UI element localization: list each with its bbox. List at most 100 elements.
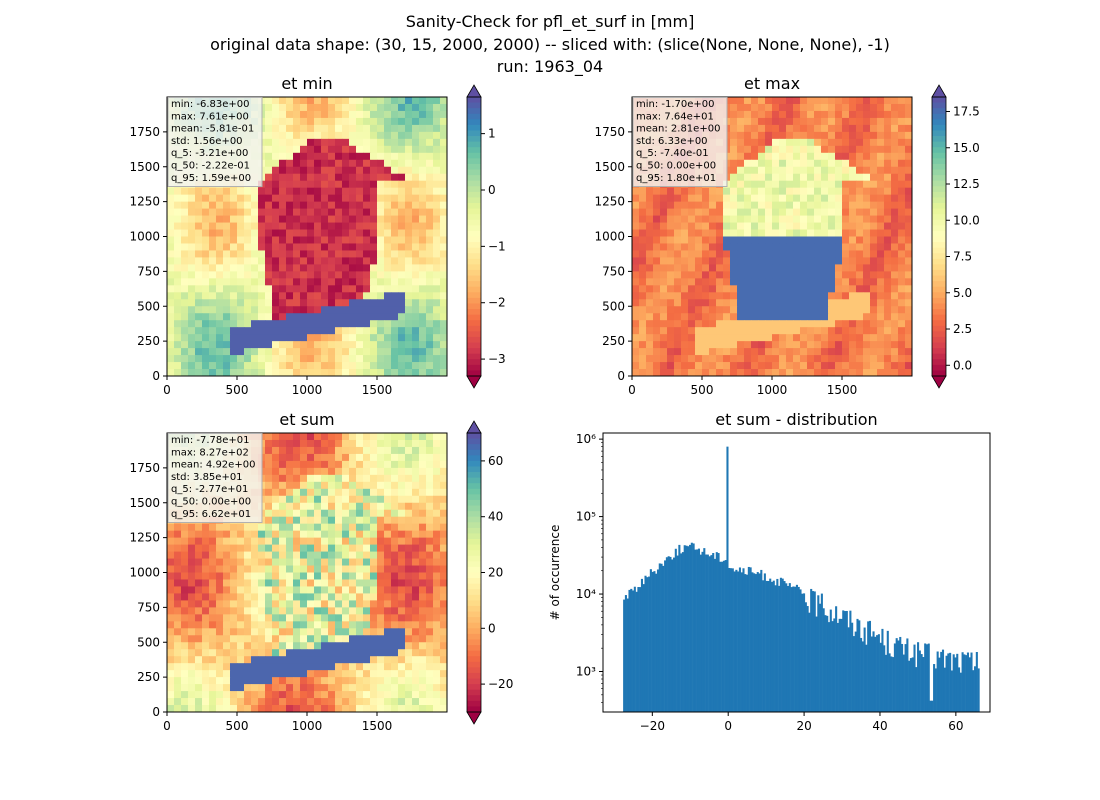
heatmap-cell <box>307 649 315 657</box>
heatmap-cell <box>800 355 808 363</box>
heatmap-cell <box>793 250 801 258</box>
heatmap-cell <box>342 586 350 594</box>
heatmap-cell <box>272 152 280 161</box>
heatmap-cell <box>405 110 413 119</box>
heatmap-cell <box>737 271 745 279</box>
heatmap-cell <box>842 208 850 216</box>
heatmap-cell <box>370 530 378 539</box>
heatmap-cell <box>293 523 301 532</box>
heatmap-cell <box>758 257 766 265</box>
heatmap-cell <box>877 292 885 300</box>
heatmap-cell <box>174 257 182 265</box>
heatmap-cell <box>433 509 441 518</box>
heatmap-cell <box>884 110 892 119</box>
heatmap-cell <box>265 481 273 490</box>
heatmap-cell <box>335 572 343 580</box>
heatmap-cell <box>328 558 336 566</box>
heatmap-cell <box>405 362 413 370</box>
heatmap-cell <box>660 215 668 223</box>
heatmap-cell <box>405 572 413 580</box>
heatmap-cell <box>849 166 857 175</box>
colorbar-segment <box>467 97 481 103</box>
heatmap-cell <box>286 586 294 594</box>
heatmap-cell <box>363 474 371 483</box>
colorbar-segment <box>932 175 946 182</box>
heatmap-cell <box>419 222 427 230</box>
heatmap-cell <box>426 152 434 161</box>
heatmap-cell <box>335 201 343 210</box>
heatmap-cell <box>349 502 357 511</box>
heatmap-cell <box>230 222 238 230</box>
heatmap-cell <box>688 285 696 293</box>
heatmap-cell <box>342 481 350 490</box>
heatmap-cell <box>188 306 196 314</box>
heatmap-cell <box>188 208 196 216</box>
heatmap-cell <box>363 334 371 342</box>
heatmap-cell <box>667 187 675 196</box>
heatmap-cell <box>349 159 357 168</box>
heatmap-cell <box>230 299 238 307</box>
heatmap-cell <box>300 642 308 650</box>
heatmap-cell <box>370 229 378 237</box>
heatmap-cell <box>632 285 640 293</box>
heatmap-cell <box>419 481 427 490</box>
heatmap-cell <box>314 201 322 210</box>
heatmap-cell <box>765 320 773 328</box>
heatmap-cell <box>751 117 759 126</box>
heatmap-cell <box>398 201 406 210</box>
heatmap-cell <box>660 369 668 377</box>
heatmap-cell <box>307 460 315 469</box>
heatmap-cell <box>363 124 371 133</box>
heatmap-cell <box>314 285 322 293</box>
heatmap-cell <box>398 194 406 203</box>
heatmap-cell <box>391 621 399 629</box>
heatmap-cell <box>800 222 808 230</box>
heatmap-cell <box>849 278 857 286</box>
heatmap-cell <box>307 558 315 566</box>
heatmap-cell <box>856 229 864 237</box>
heatmap-cell <box>800 152 808 161</box>
heatmap-cell <box>342 229 350 237</box>
heatmap-cell <box>688 341 696 349</box>
heatmap-cell <box>314 474 322 483</box>
heatmap-cell <box>786 131 794 140</box>
heatmap-cell <box>891 194 899 203</box>
heatmap-cell <box>181 348 189 356</box>
heatmap-cell <box>426 439 434 448</box>
heatmap-cell <box>433 103 441 112</box>
heatmap-cell <box>632 362 640 370</box>
heatmap-cell <box>209 271 217 279</box>
heatmap-cell <box>237 558 245 566</box>
heatmap-cell <box>342 208 350 216</box>
heatmap-cell <box>702 341 710 349</box>
colorbar-tick-label: 2.5 <box>953 322 972 336</box>
heatmap-cell <box>646 355 654 363</box>
heatmap-cell <box>419 131 427 140</box>
heatmap-cell <box>870 152 878 161</box>
heatmap-cell <box>905 362 913 370</box>
heatmap-cell <box>286 306 294 314</box>
heatmap-cell <box>300 446 308 455</box>
heatmap-cell <box>884 117 892 126</box>
heatmap-cell <box>223 341 231 349</box>
heatmap-cell <box>737 306 745 314</box>
heatmap-cell <box>356 159 364 168</box>
heatmap-cell <box>653 187 661 196</box>
heatmap-cell <box>440 635 448 643</box>
heatmap-cell <box>765 243 773 251</box>
heatmap-cell <box>356 243 364 251</box>
heatmap-cell <box>370 334 378 342</box>
heatmap-cell <box>730 215 738 223</box>
heatmap-cell <box>293 278 301 286</box>
heatmap-cell <box>328 173 336 182</box>
stats-line: mean: 2.81e+00 <box>636 124 720 135</box>
heatmap-cell <box>779 173 787 182</box>
heatmap-cell <box>300 327 308 335</box>
colorbar-segment <box>467 163 481 170</box>
heatmap-cell <box>272 495 280 504</box>
heatmap-cell <box>363 684 371 692</box>
heatmap-cell <box>821 117 829 126</box>
heatmap-cell <box>905 131 913 140</box>
heatmap-cell <box>286 460 294 469</box>
heatmap-cell <box>793 131 801 140</box>
